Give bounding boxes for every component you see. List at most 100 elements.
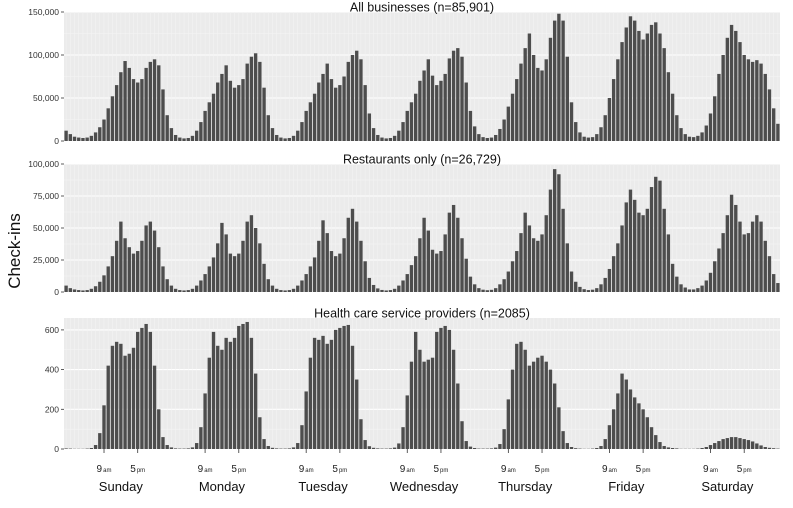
bar [410, 362, 413, 449]
bar [662, 48, 665, 141]
bar [300, 280, 303, 292]
bar [486, 290, 489, 292]
bar [406, 274, 409, 292]
bar [743, 55, 746, 141]
bar [102, 120, 105, 142]
bar [300, 122, 303, 141]
bar [561, 209, 564, 292]
bar [199, 427, 202, 449]
bar [363, 440, 366, 449]
bar [406, 111, 409, 141]
bar [427, 231, 430, 292]
bar [326, 233, 329, 292]
bar [368, 278, 371, 292]
bar [641, 409, 644, 449]
bar [772, 274, 775, 292]
bar [191, 447, 194, 449]
bar [397, 131, 400, 141]
bar [123, 61, 126, 141]
bar [296, 443, 299, 449]
bar [768, 89, 771, 141]
day-label: Thursday [498, 479, 553, 494]
bar [187, 138, 190, 141]
bar [123, 238, 126, 292]
bar [216, 243, 219, 292]
bar [595, 448, 598, 449]
bar [233, 88, 236, 141]
bar [721, 233, 724, 292]
bar [519, 233, 522, 292]
bar [136, 332, 139, 449]
bar [313, 338, 316, 449]
bar [545, 362, 548, 449]
bar [406, 395, 409, 449]
bar [427, 360, 430, 449]
bar [764, 241, 767, 292]
bar [625, 202, 628, 292]
bar [317, 340, 320, 449]
bar [578, 287, 581, 292]
bar [271, 286, 274, 292]
panel-title: Restaurants only (n=26,729) [343, 153, 501, 167]
bar [246, 222, 249, 292]
bar [747, 233, 750, 292]
bar [372, 448, 375, 449]
bar [515, 251, 518, 292]
bar [115, 241, 118, 292]
bar [473, 284, 476, 292]
bar [288, 290, 291, 292]
bar [713, 443, 716, 449]
bar [140, 79, 143, 141]
bar [616, 243, 619, 292]
bar [721, 439, 724, 449]
bar [443, 326, 446, 449]
bar [633, 21, 636, 141]
x-tick-suffix: pm [440, 468, 448, 474]
bar [772, 448, 775, 449]
y-tick-label: 50,000 [33, 223, 59, 233]
bar [507, 399, 510, 449]
bar [149, 222, 152, 292]
bar [524, 350, 527, 449]
bar [410, 102, 413, 141]
bar [574, 122, 577, 141]
bar [637, 31, 640, 141]
y-tick-label: 400 [45, 365, 59, 375]
bar [625, 380, 628, 449]
bar [620, 225, 623, 292]
bar [688, 289, 691, 292]
bar [448, 330, 451, 449]
bar [679, 128, 682, 141]
x-tick-label: 9am [400, 464, 415, 475]
x-tick-suffix: am [406, 468, 414, 474]
bar [224, 338, 227, 449]
x-tick-suffix: pm [238, 468, 246, 474]
x-tick-suffix: am [204, 468, 212, 474]
bar [599, 446, 602, 449]
bar [443, 74, 446, 141]
x-tick-suffix: am [103, 468, 111, 474]
bar [658, 34, 661, 142]
bar [561, 431, 564, 449]
bar [490, 290, 493, 292]
bar [237, 326, 240, 449]
bar [540, 234, 543, 292]
bar [524, 48, 527, 141]
bar [591, 290, 594, 292]
bar [338, 254, 341, 292]
bar [330, 251, 333, 292]
bar [726, 38, 729, 141]
bar [625, 27, 628, 141]
bar [296, 286, 299, 292]
bar [717, 248, 720, 292]
x-tick-label: 5pm [737, 464, 752, 475]
bar [755, 443, 758, 449]
bar [671, 94, 674, 141]
bar [595, 134, 598, 141]
bar [616, 393, 619, 449]
bar [174, 135, 177, 141]
bar [212, 94, 215, 141]
x-tick-label: 9am [97, 464, 112, 475]
